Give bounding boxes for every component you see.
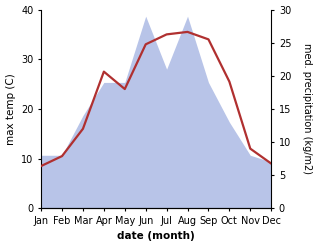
Y-axis label: max temp (C): max temp (C) [5,73,16,145]
Y-axis label: med. precipitation (kg/m2): med. precipitation (kg/m2) [302,43,313,174]
X-axis label: date (month): date (month) [117,231,195,242]
